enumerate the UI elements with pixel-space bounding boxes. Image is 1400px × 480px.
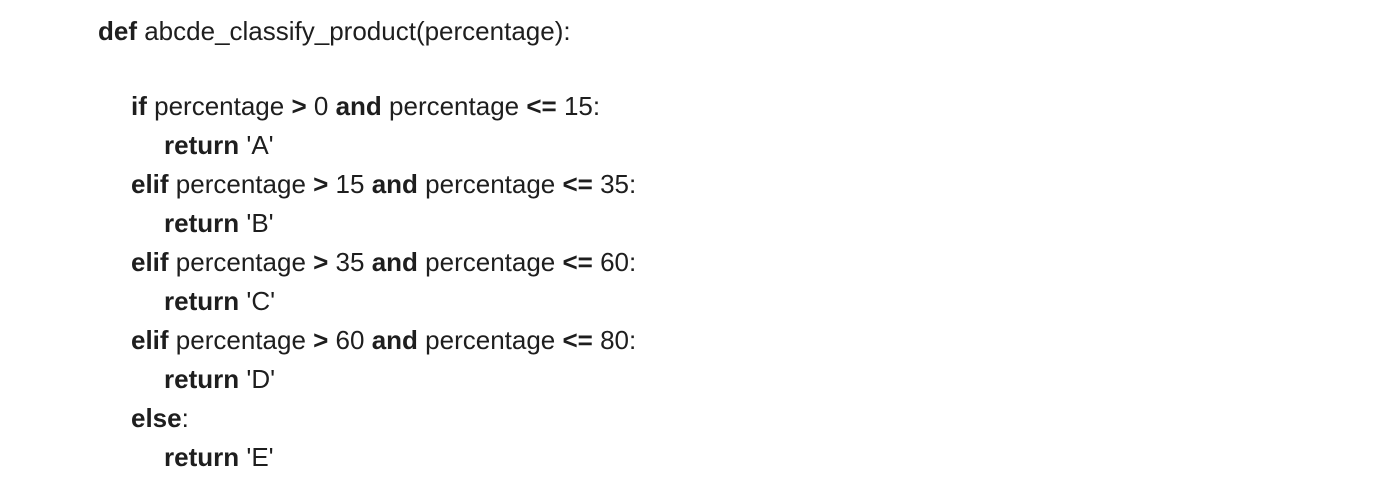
code-line: return 'D' <box>98 360 636 399</box>
code-text: 'E' <box>239 442 274 472</box>
code-keyword: elif <box>131 325 169 355</box>
code-text: percentage <box>168 325 314 355</box>
code-keyword: and <box>335 91 382 121</box>
code-keyword: return <box>164 364 240 394</box>
code-keyword: def <box>98 16 137 46</box>
code-line: elif percentage > 15 and percentage <= 3… <box>98 165 636 204</box>
code-keyword: <= <box>526 91 557 121</box>
code-text: 15: <box>556 91 601 121</box>
code-line: return 'C' <box>98 282 636 321</box>
code-line: return 'B' <box>98 204 636 243</box>
code-keyword: > <box>313 169 329 199</box>
code-text: percentage <box>417 169 563 199</box>
code-text: 0 <box>306 91 336 121</box>
code-keyword: return <box>164 286 240 316</box>
code-line: return 'A' <box>98 126 636 165</box>
code-text: : <box>181 403 189 433</box>
code-text: 60 <box>328 325 372 355</box>
code-line: def abcde_classify_product(percentage): <box>98 12 636 51</box>
code-keyword: return <box>164 130 240 160</box>
code-line: elif percentage > 35 and percentage <= 6… <box>98 243 636 282</box>
code-line: return 'E' <box>98 438 636 477</box>
code-text: 15 <box>328 169 372 199</box>
code-text: percentage <box>417 247 563 277</box>
code-text: abcde_classify_product(percentage): <box>137 16 571 46</box>
code-line: elif percentage > 60 and percentage <= 8… <box>98 321 636 360</box>
code-keyword: elif <box>131 169 169 199</box>
code-keyword: > <box>313 325 329 355</box>
code-keyword: <= <box>562 169 593 199</box>
code-text: percentage <box>168 169 314 199</box>
code-text: 'A' <box>239 130 274 160</box>
code-keyword: <= <box>562 247 593 277</box>
code-text: 'D' <box>239 364 276 394</box>
code-keyword: > <box>291 91 307 121</box>
code-keyword: else <box>131 403 182 433</box>
code-keyword: and <box>371 169 418 199</box>
code-text: percentage <box>146 91 292 121</box>
code-text: percentage <box>168 247 314 277</box>
code-keyword: elif <box>131 247 169 277</box>
code-keyword: return <box>164 208 240 238</box>
code-line: else: <box>98 399 636 438</box>
code-text: 'B' <box>239 208 274 238</box>
code-keyword: return <box>164 442 240 472</box>
code-text: 'C' <box>239 286 276 316</box>
code-text: percentage <box>381 91 527 121</box>
code-line: if percentage > 0 and percentage <= 15: <box>98 87 636 126</box>
code-text: 35: <box>592 169 637 199</box>
code-text: percentage <box>417 325 563 355</box>
code-keyword: <= <box>562 325 593 355</box>
code-text: 35 <box>328 247 372 277</box>
code-text: 80: <box>592 325 637 355</box>
code-keyword: and <box>371 325 418 355</box>
code-keyword: > <box>313 247 329 277</box>
code-text: 60: <box>592 247 637 277</box>
code-block: def abcde_classify_product(percentage):i… <box>98 12 636 477</box>
code-keyword: if <box>131 91 147 121</box>
code-keyword: and <box>371 247 418 277</box>
